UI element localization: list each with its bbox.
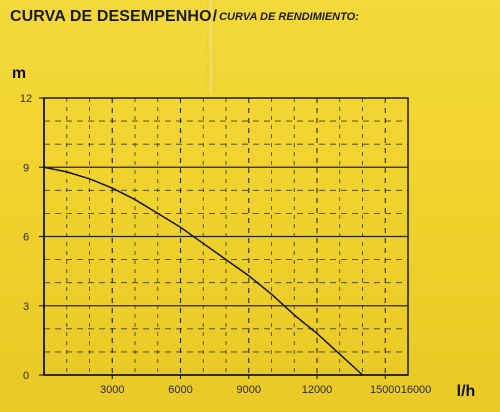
y-tick-label: 3: [23, 301, 29, 313]
x-tick-label: 12000: [302, 384, 333, 396]
x-tick-label: 3000: [100, 384, 124, 396]
chart-labels: 0 3 6 9 12 3000 6000 9000 12000 15000 16000 m l/h: [12, 65, 475, 400]
y-tick-label: 0: [23, 370, 29, 382]
y-tick-label: 12: [20, 93, 32, 105]
chart-title: CURVA DE DESEMPENHO/CURVA DE RENDIMIENTO…: [10, 8, 480, 30]
chart-series: [43, 166, 364, 376]
x-tick-label: 16000: [401, 384, 432, 396]
chart-title-sub: CURVA DE RENDIMIENTO:: [219, 11, 359, 23]
paper-crease: [207, 0, 215, 92]
performance-curve-line: [43, 166, 364, 376]
y-axis-label: m: [12, 65, 26, 82]
title-separator: /: [212, 8, 218, 25]
x-tick-label: 6000: [168, 384, 192, 396]
x-tick-label: 9000: [237, 384, 261, 396]
y-tick-label: 9: [23, 162, 29, 174]
chart-axes: [39, 97, 409, 379]
x-axis-label: l/h: [457, 383, 476, 400]
chart-grid: [44, 98, 408, 375]
y-tick-label: 6: [23, 232, 29, 244]
x-tick-label: 15000: [370, 384, 401, 396]
chart-title-main: CURVA DE DESEMPENHO: [10, 8, 212, 25]
